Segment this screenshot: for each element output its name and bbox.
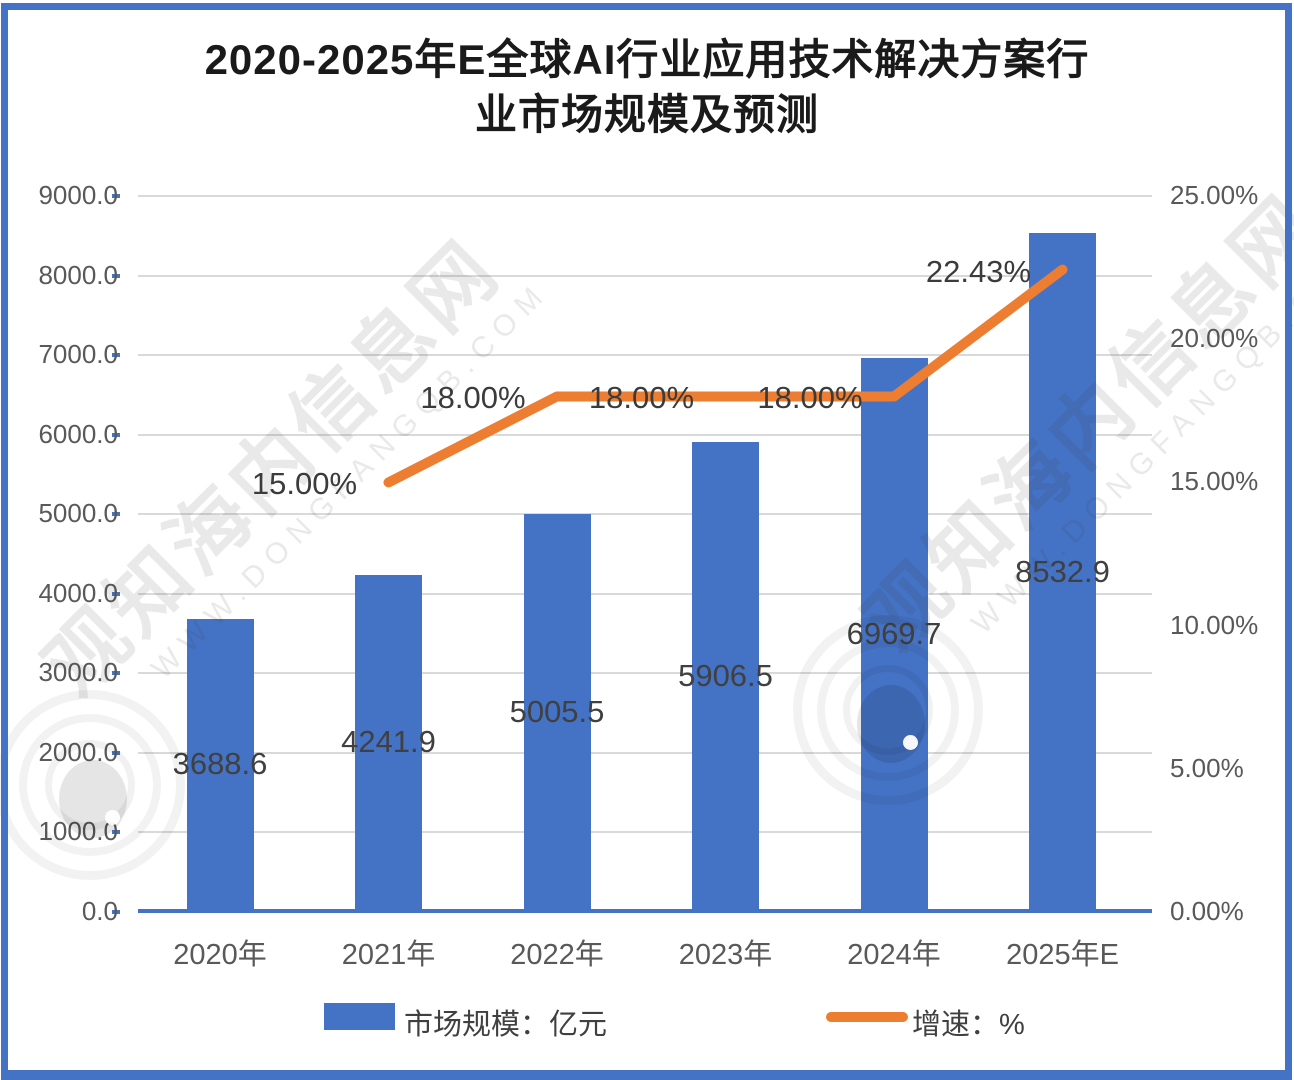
y-axis-label-left: 0.0: [81, 896, 118, 926]
x-axis-label: 2024年: [847, 939, 941, 971]
y-axis-label-right: 15.00%: [1170, 466, 1259, 497]
legend-growth-swatch: [826, 1012, 908, 1022]
y-axis-label-right: 5.00%: [1170, 752, 1244, 783]
y-axis-label-left: 2000.0: [38, 736, 118, 767]
chart-title: 2020-2025年E全球AI行业应用技术解决方案行 业市场规模及预测: [60, 32, 1234, 143]
bar-value-label: 5906.5: [678, 658, 773, 694]
growth-point-label: 15.00%: [251, 466, 358, 502]
y-axis-tick: [112, 591, 120, 596]
y-axis-tick: [112, 750, 120, 755]
growth-point-label: 18.00%: [588, 380, 695, 416]
x-axis-label: 2020年: [173, 939, 267, 971]
x-axis-label: 2025年E: [1006, 939, 1119, 971]
x-axis-line: [138, 909, 1152, 913]
chart-border-frame: [1, 3, 1292, 1080]
y-axis-label-right: 10.00%: [1170, 609, 1259, 640]
y-axis-label-right: 20.00%: [1170, 323, 1259, 354]
growth-point-label: 22.43%: [925, 253, 1032, 289]
y-axis-tick: [112, 432, 120, 437]
y-axis-tick: [112, 512, 120, 517]
y-axis-tick: [112, 671, 120, 676]
legend-market-size-swatch: [324, 1003, 395, 1030]
bar-2021年: [355, 574, 422, 912]
bar-2023年: [692, 442, 759, 912]
legend-growth-label: 增速：%: [912, 1009, 1025, 1041]
gridline: [138, 433, 1152, 436]
bar-value-label: 8532.9: [1015, 553, 1110, 589]
bar-value-label: 4241.9: [341, 724, 436, 760]
gridline: [138, 592, 1152, 595]
y-axis-label-left: 6000.0: [38, 418, 118, 449]
chart-title-line1: 2020-2025年E全球AI行业应用技术解决方案行: [204, 36, 1090, 83]
gridline: [138, 831, 1152, 834]
y-axis-tick: [112, 353, 120, 358]
chart-title-line2: 业市场规模及预测: [474, 91, 819, 139]
y-axis-label-left: 5000.0: [38, 498, 118, 529]
y-axis-label-left: 9000.0: [38, 180, 118, 210]
y-axis-label-right: 0.00%: [1170, 896, 1244, 926]
x-axis-label: 2022年: [510, 939, 604, 971]
bar-value-label: 3688.6: [172, 746, 268, 782]
gridline: [138, 751, 1152, 754]
gridline: [138, 672, 1152, 675]
gridline: [138, 195, 1152, 197]
bar-2020年: [186, 618, 254, 912]
growth-point-label: 18.00%: [420, 380, 526, 416]
legend-market-size-label: 市场规模：亿元: [404, 1009, 608, 1041]
y-axis-label-left: 8000.0: [38, 259, 118, 290]
y-axis-label-right: 25.00%: [1170, 180, 1259, 210]
y-axis-label-left: 3000.0: [38, 657, 118, 688]
y-axis-tick: [112, 273, 120, 278]
y-axis-tick: [112, 194, 120, 198]
bar-value-label: 6969.7: [846, 615, 942, 651]
x-axis-label: 2023年: [678, 939, 773, 971]
gridline: [138, 513, 1152, 516]
bar-2022年: [523, 513, 591, 912]
y-axis-tick: [112, 910, 120, 914]
watermark-logo-eye: [0, 690, 185, 880]
y-axis-tick: [112, 830, 120, 835]
x-axis-label: 2021年: [341, 939, 436, 971]
growth-point-label: 18.00%: [757, 380, 863, 416]
bar-value-label: 5005.5: [509, 693, 605, 729]
y-axis-label-left: 4000.0: [38, 577, 118, 608]
y-axis-label-left: 1000.0: [38, 816, 118, 847]
gridline: [138, 354, 1152, 357]
y-axis-label-left: 7000.0: [38, 339, 118, 370]
